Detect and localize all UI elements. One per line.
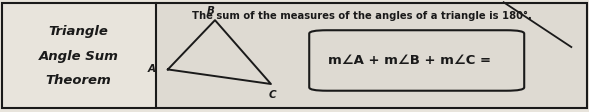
- Text: Angle Sum: Angle Sum: [38, 50, 118, 62]
- FancyBboxPatch shape: [2, 3, 156, 108]
- Text: B: B: [207, 6, 215, 16]
- Text: Theorem: Theorem: [45, 74, 111, 87]
- Text: A: A: [148, 64, 156, 74]
- Text: C: C: [269, 90, 276, 100]
- FancyBboxPatch shape: [309, 30, 524, 91]
- Text: The sum of the measures of the angles of a triangle is 180°.: The sum of the measures of the angles of…: [192, 11, 532, 21]
- Text: m∠A + m∠B + m∠C =: m∠A + m∠B + m∠C =: [328, 54, 491, 67]
- Text: Triangle: Triangle: [48, 25, 108, 38]
- FancyBboxPatch shape: [156, 3, 587, 108]
